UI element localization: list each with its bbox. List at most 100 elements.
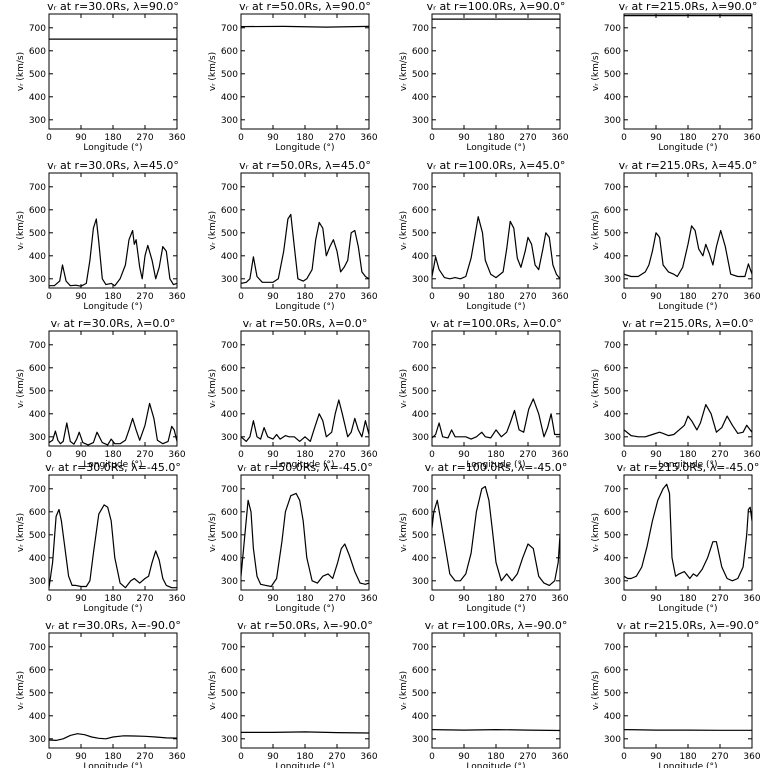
x-tick-label: 270 [136,594,153,604]
x-tick-label: 270 [328,450,345,460]
y-axis-label: vᵣ (km/s) [399,369,409,408]
y-tick-label: 300 [29,433,46,443]
series-line [241,399,369,442]
x-tick-label: 270 [328,292,345,302]
x-tick-label: 180 [104,594,121,604]
y-tick-label: 700 [604,341,621,351]
x-tick-label: 180 [104,133,121,143]
x-tick-label: 180 [296,450,313,460]
x-axis-label: Longitude (°) [83,604,142,614]
y-tick-label: 400 [412,252,429,262]
panel-r1-c3: vᵣ at r=215.0Rs, λ=45.0° 0 90 180 270 360 300 4… [591,159,761,312]
panel-title: vᵣ at r=50.0Rs, λ=0.0° [243,317,368,330]
y-tick-label: 400 [412,93,429,103]
x-tick-label: 90 [75,594,87,604]
y-tick-label: 600 [604,47,621,57]
panel-title: vᵣ at r=30.0Rs, λ=-45.0° [45,461,181,474]
y-tick-label: 500 [29,387,46,397]
x-tick-label: 360 [551,450,568,460]
y-tick-label: 500 [29,229,46,239]
series-line [624,225,752,278]
x-tick-label: 360 [168,594,185,604]
x-tick-label: 180 [296,133,313,143]
x-tick-label: 360 [360,594,377,604]
y-tick-label: 400 [29,410,46,420]
x-tick-label: 360 [551,292,568,302]
panel-title: vᵣ at r=215.0Rs, λ=-45.0° [617,461,760,474]
y-tick-label: 500 [221,531,238,541]
y-tick-label: 700 [412,183,429,193]
x-tick-label: 270 [136,450,153,460]
x-axis-label: Longitude (°) [275,302,334,312]
y-axis-label: vᵣ (km/s) [16,671,26,710]
panel-r0-c2: vᵣ at r=100.0Rs, λ=90.0° 0 90 180 270 360 300 4… [399,0,569,153]
x-tick-label: 270 [328,752,345,762]
y-tick-label: 700 [604,183,621,193]
panel-title: vᵣ at r=100.0Rs, λ=-45.0° [425,461,568,474]
series-line [49,504,177,589]
series-line [49,218,177,287]
panel-r4-c1: vᵣ at r=50.0Rs, λ=-90.0° 0 90 180 270 360 300 4… [208,619,378,768]
x-tick-label: 0 [429,133,435,143]
x-axis-label: Longitude (°) [466,302,525,312]
x-axis-label: Longitude (°) [658,460,717,470]
x-tick-label: 90 [650,450,662,460]
y-tick-label: 500 [604,387,621,397]
y-tick-label: 400 [412,712,429,722]
x-axis-label: Longitude (°) [658,604,717,614]
y-axis-label: vᵣ (km/s) [399,671,409,710]
panel-r0-c0: vᵣ at r=30.0Rs, λ=90.0° 0 90 180 270 360 300 40… [16,0,186,153]
y-tick-label: 300 [29,116,46,126]
panel-r4-c2: vᵣ at r=100.0Rs, λ=-90.0° 0 90 180 270 360 300… [399,619,569,768]
y-tick-label: 400 [604,554,621,564]
x-tick-label: 360 [360,450,377,460]
y-tick-label: 300 [221,433,238,443]
y-tick-label: 600 [221,47,238,57]
panel-r1-c1: vᵣ at r=50.0Rs, λ=45.0° 0 90 180 270 360 300 40… [208,159,378,312]
y-tick-label: 400 [412,410,429,420]
x-tick-label: 90 [458,292,470,302]
y-tick-label: 600 [604,666,621,676]
x-tick-label: 180 [104,752,121,762]
x-axis-label: Longitude (°) [466,762,525,768]
x-tick-label: 180 [104,292,121,302]
y-tick-label: 400 [221,554,238,564]
y-tick-label: 600 [221,206,238,216]
x-tick-label: 0 [238,133,244,143]
x-axis-label: Longitude (°) [658,762,717,768]
y-tick-label: 600 [604,364,621,374]
plot-frame [431,13,561,130]
y-tick-label: 700 [221,183,238,193]
x-tick-label: 0 [46,292,52,302]
panel-title: vᵣ at r=100.0Rs, λ=0.0° [430,317,562,330]
x-tick-label: 360 [168,292,185,302]
x-tick-label: 360 [743,292,760,302]
y-axis-label: vᵣ (km/s) [16,52,26,91]
panel-r4-c0: vᵣ at r=30.0Rs, λ=-90.0° 0 90 180 270 360 300 4… [16,619,186,768]
x-axis-label: Longitude (°) [275,762,334,768]
y-tick-label: 300 [604,433,621,443]
x-tick-label: 0 [429,292,435,302]
y-tick-label: 500 [412,689,429,699]
y-tick-label: 500 [412,70,429,80]
y-tick-label: 400 [29,252,46,262]
y-tick-label: 500 [604,70,621,80]
y-tick-label: 600 [29,666,46,676]
y-tick-label: 400 [604,252,621,262]
plot-frame [240,474,370,591]
x-tick-label: 360 [743,133,760,143]
y-tick-label: 700 [412,24,429,34]
series-line [432,216,560,280]
y-tick-label: 700 [221,485,238,495]
y-tick-label: 600 [412,206,429,216]
y-tick-label: 300 [412,116,429,126]
y-tick-label: 300 [604,116,621,126]
panel-title: vᵣ at r=30.0Rs, λ=90.0° [47,0,179,13]
panel-r3-c3: vᵣ at r=215.0Rs, λ=-45.0° 0 90 180 270 360 300… [591,461,761,614]
panel-title: vᵣ at r=30.0Rs, λ=-90.0° [45,619,181,632]
x-tick-label: 90 [267,292,279,302]
x-tick-label: 180 [104,450,121,460]
x-tick-label: 270 [519,292,536,302]
x-tick-label: 180 [487,133,504,143]
y-axis-label: vᵣ (km/s) [208,369,218,408]
